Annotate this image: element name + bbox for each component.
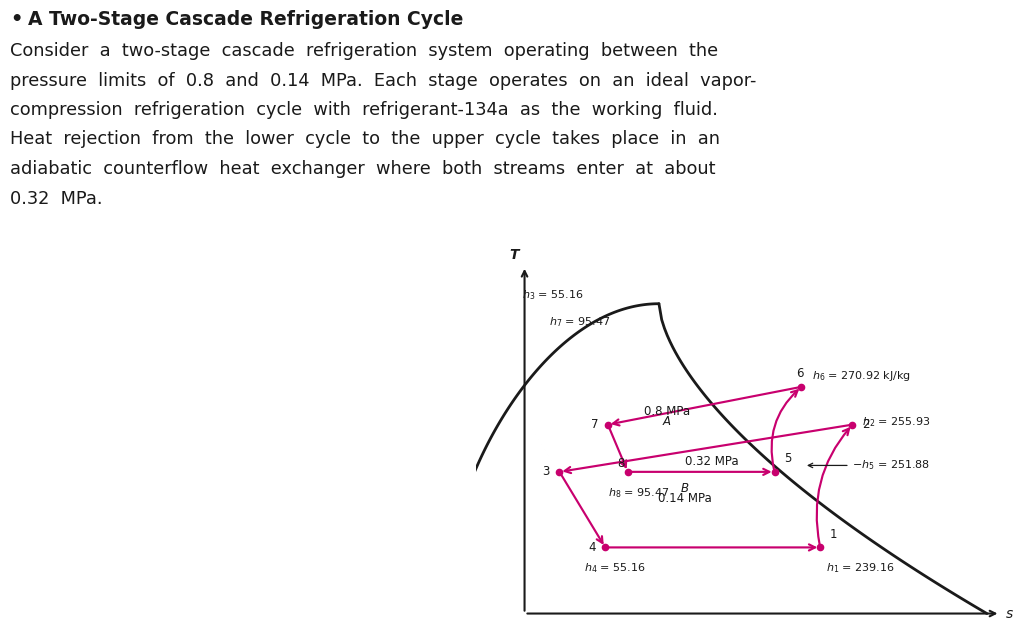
Text: Consider  a  two-stage  cascade  refrigeration  system  operating  between  the: Consider a two-stage cascade refrigerati… (10, 42, 718, 60)
Text: $h_6$ = 270.92 kJ/kg: $h_6$ = 270.92 kJ/kg (812, 370, 911, 384)
Text: 0.8 MPa: 0.8 MPa (644, 405, 690, 418)
Text: 1: 1 (829, 528, 838, 540)
Text: 2: 2 (862, 418, 869, 431)
Text: compression  refrigeration  cycle  with  refrigerant-134a  as  the  working  flu: compression refrigeration cycle with ref… (10, 101, 718, 119)
Text: 0.32  MPa.: 0.32 MPa. (10, 189, 102, 208)
Text: 0.32 MPa: 0.32 MPa (685, 455, 738, 468)
Text: $-h_5$ = 251.88: $-h_5$ = 251.88 (852, 458, 931, 472)
Text: 8: 8 (617, 457, 625, 470)
Text: $h_4$ = 55.16: $h_4$ = 55.16 (584, 561, 645, 575)
Text: s: s (1006, 606, 1013, 620)
Text: 3: 3 (543, 465, 550, 478)
Text: $h_2$ = 255.93: $h_2$ = 255.93 (862, 415, 931, 429)
Text: $h_8$ = 95.47: $h_8$ = 95.47 (608, 486, 670, 500)
Text: A Two-Stage Cascade Refrigeration Cycle: A Two-Stage Cascade Refrigeration Cycle (28, 10, 464, 29)
Text: 7: 7 (591, 418, 598, 431)
Text: $h_1$ = 239.16: $h_1$ = 239.16 (825, 561, 894, 575)
Text: $h_7$ = 95.47: $h_7$ = 95.47 (549, 315, 610, 329)
Text: 4: 4 (588, 541, 596, 554)
Text: B: B (681, 481, 689, 495)
Text: adiabatic  counterflow  heat  exchanger  where  both  streams  enter  at  about: adiabatic counterflow heat exchanger whe… (10, 160, 716, 178)
Text: •: • (10, 10, 23, 29)
Text: Heat  rejection  from  the  lower  cycle  to  the  upper  cycle  takes  place  i: Heat rejection from the lower cycle to t… (10, 131, 720, 149)
Text: 5: 5 (784, 452, 792, 465)
Text: A: A (663, 415, 671, 428)
Text: pressure  limits  of  0.8  and  0.14  MPa.  Each  stage  operates  on  an  ideal: pressure limits of 0.8 and 0.14 MPa. Eac… (10, 72, 757, 90)
Text: 0.14 MPa: 0.14 MPa (657, 491, 712, 505)
Text: $h_3$ = 55.16: $h_3$ = 55.16 (522, 288, 584, 302)
Text: 6: 6 (797, 367, 804, 380)
Text: T: T (509, 248, 518, 262)
